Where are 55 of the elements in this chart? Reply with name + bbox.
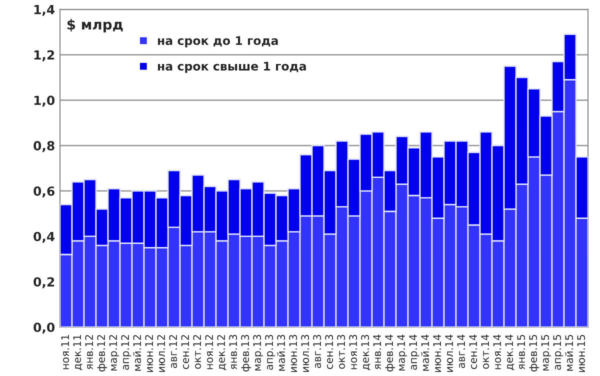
x-tick-label: ноя.11	[61, 335, 70, 370]
y-tick-label: 0,0	[34, 322, 55, 334]
x-tick-label: июл.13	[301, 334, 310, 372]
x-tick-label: июн.13	[289, 334, 298, 372]
y-tick-label: 1,4	[34, 5, 55, 16]
x-tick-label: сен.14	[469, 334, 478, 370]
y-tick-label: 0,2	[34, 277, 54, 288]
x-tick-label: апр.15	[553, 334, 564, 370]
x-tick-label: мар.15	[541, 334, 552, 371]
x-tick-label: янв.15	[517, 334, 526, 370]
x-tick-label: ноя.14	[493, 334, 502, 370]
x-tick-label: янв.14	[373, 334, 381, 370]
x-tick-label: май.15	[565, 334, 574, 371]
x-tick-label: мар.13	[253, 334, 264, 371]
legend-label: на срок до 1 года	[158, 36, 278, 48]
y-axis-title: $ млрд	[67, 18, 123, 32]
y-tick-label: 0,6	[34, 186, 54, 198]
x-tick-label: фев.14	[385, 334, 396, 372]
x-tick-label: май.12	[133, 335, 142, 371]
x-tick-label: фев.15	[529, 334, 540, 372]
x-tick-label: авг.12	[169, 335, 178, 368]
x-tick-label: дек.12	[217, 335, 226, 370]
x-tick-label: мар.12	[109, 335, 120, 371]
x-tick-label: июн.14	[433, 334, 442, 372]
x-tick-label: окт.14	[481, 334, 490, 369]
x-tick-label: ноя.13	[349, 334, 358, 370]
x-tick-label: янв.13	[229, 334, 238, 370]
y-tick-label: 1,2	[34, 50, 54, 62]
x-tick-label: фев.13	[241, 334, 252, 372]
x-tick-label: июл.14	[445, 334, 454, 372]
x-tick-label: май.13	[277, 334, 286, 371]
x-tick-label: май.14	[421, 334, 430, 371]
x-tick-label: июн.12	[145, 335, 154, 372]
x-tick-label: окт.12	[193, 335, 202, 369]
legend-label: на срок свыше 1 года	[158, 62, 306, 73]
x-tick-label: дек.14	[505, 334, 514, 370]
x-tick-label: июн.15	[577, 334, 586, 372]
x-tick-label: дек.11	[73, 335, 82, 370]
x-tick-label: янв.12	[85, 335, 93, 370]
x-tick-label: ноя.12	[205, 335, 214, 370]
x-tick-label: авг.13	[313, 334, 322, 368]
x-tick-label: дек.13	[361, 334, 370, 370]
x-tick-label: мар.14	[397, 334, 408, 371]
x-tick-label: авг.14	[457, 334, 466, 368]
x-tick-label: сен.13	[325, 334, 334, 370]
y-tick-label: 1,0	[34, 96, 55, 107]
y-tick-label: 0,8	[34, 141, 54, 152]
x-tick-label: окт.13	[337, 334, 346, 369]
y-tick-label: 0,4	[34, 232, 55, 243]
x-tick-label: сен.12	[181, 335, 190, 370]
x-tick-label: фев.12	[97, 335, 108, 372]
x-tick-label: апр.14	[409, 334, 420, 370]
x-tick-label: апр.12	[121, 335, 132, 370]
x-tick-label: апр.13	[265, 334, 276, 370]
x-tick-label: июл.12	[157, 335, 166, 372]
